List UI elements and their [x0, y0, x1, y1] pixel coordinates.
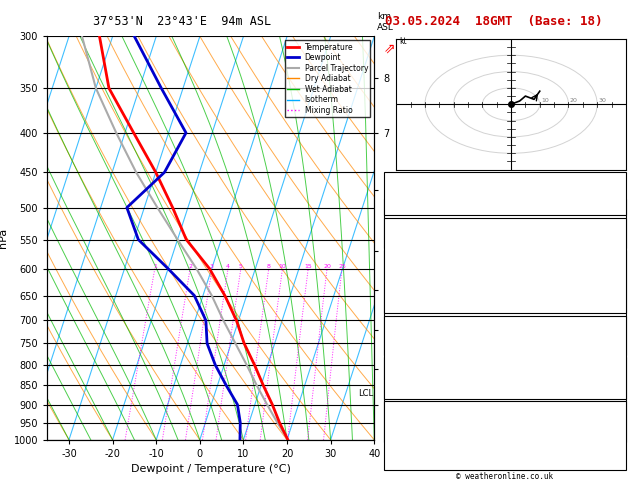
Text: LCL: LCL — [358, 389, 373, 398]
Text: 37°53'N  23°43'E  94m ASL: 37°53'N 23°43'E 94m ASL — [93, 15, 272, 28]
Text: Totals Totals: Totals Totals — [387, 189, 457, 198]
Text: 42: 42 — [611, 219, 622, 228]
Text: © weatheronline.co.uk: © weatheronline.co.uk — [456, 472, 554, 481]
Text: 9.2: 9.2 — [606, 284, 622, 294]
Y-axis label: hPa: hPa — [0, 228, 8, 248]
Text: Lifted Index: Lifted Index — [387, 274, 452, 283]
Text: CAPE (J): CAPE (J) — [387, 328, 430, 337]
Text: Lifted Index: Lifted Index — [387, 359, 452, 368]
Text: SREH: SREH — [387, 431, 409, 440]
Text: 5: 5 — [239, 264, 243, 269]
Text: CIN (J): CIN (J) — [387, 435, 425, 444]
Text: 20: 20 — [570, 98, 578, 103]
Text: 316: 316 — [606, 391, 622, 400]
Text: Temp (°C): Temp (°C) — [387, 270, 436, 279]
Text: 4: 4 — [616, 406, 622, 415]
Text: Surface: Surface — [486, 255, 523, 264]
Text: CIN (J): CIN (J) — [387, 385, 425, 395]
Text: 2: 2 — [188, 264, 192, 269]
Text: CIN (J): CIN (J) — [387, 343, 425, 352]
Text: 20: 20 — [611, 176, 622, 185]
Text: 10: 10 — [541, 98, 549, 103]
Text: 331°: 331° — [601, 444, 622, 453]
Text: 0: 0 — [616, 300, 622, 310]
Text: Pressure (mb): Pressure (mb) — [387, 333, 457, 342]
Text: 03.05.2024  18GMT  (Base: 18): 03.05.2024 18GMT (Base: 18) — [385, 15, 603, 28]
Text: 0: 0 — [616, 287, 622, 296]
Text: ⇗: ⇗ — [384, 41, 395, 55]
Legend: Temperature, Dewpoint, Parcel Trajectory, Dry Adiabat, Wet Adiabat, Isotherm, Mi: Temperature, Dewpoint, Parcel Trajectory… — [285, 40, 370, 117]
Text: Most Unstable: Most Unstable — [470, 320, 540, 329]
Text: 316: 316 — [606, 346, 622, 355]
Text: Lifted Index: Lifted Index — [387, 313, 452, 323]
X-axis label: Dewpoint / Temperature (°C): Dewpoint / Temperature (°C) — [131, 465, 291, 474]
Text: 15: 15 — [304, 264, 312, 269]
Text: Dewp (°C): Dewp (°C) — [387, 248, 436, 257]
Text: CAPE (J): CAPE (J) — [387, 287, 430, 296]
Text: 0: 0 — [616, 435, 622, 444]
Text: θε(K): θε(K) — [387, 299, 415, 308]
Text: θε (K): θε (K) — [387, 391, 420, 400]
Text: Dewp (°C): Dewp (°C) — [387, 284, 436, 294]
Text: CIN (J): CIN (J) — [387, 300, 425, 310]
Text: Totals Totals: Totals Totals — [387, 219, 457, 228]
Text: PW (cm): PW (cm) — [387, 202, 425, 211]
Text: 314: 314 — [606, 299, 622, 308]
Text: 6: 6 — [616, 274, 622, 283]
Text: Temp (°C): Temp (°C) — [387, 235, 436, 244]
Text: -28: -28 — [606, 418, 622, 427]
Text: 20.2: 20.2 — [601, 235, 622, 244]
Text: 0: 0 — [616, 343, 622, 352]
Text: StmSpd (kt): StmSpd (kt) — [387, 457, 447, 467]
Text: 800: 800 — [606, 377, 622, 386]
Text: Mixing Ratio (g/kg): Mixing Ratio (g/kg) — [403, 198, 411, 278]
Text: 0: 0 — [616, 328, 622, 337]
Text: 800: 800 — [606, 333, 622, 342]
Text: 20.2: 20.2 — [601, 270, 622, 279]
Text: km
ASL: km ASL — [377, 12, 394, 32]
Text: Surface: Surface — [486, 222, 523, 231]
Text: Lifted Index: Lifted Index — [387, 406, 452, 415]
Text: 42: 42 — [611, 189, 622, 198]
Text: K: K — [387, 204, 393, 213]
Text: 1: 1 — [153, 264, 157, 269]
Text: 3: 3 — [210, 264, 214, 269]
Text: Most Unstable: Most Unstable — [470, 362, 540, 371]
Text: 1.55: 1.55 — [601, 233, 622, 243]
Text: 8: 8 — [267, 264, 270, 269]
Text: 25: 25 — [338, 264, 346, 269]
Text: 6: 6 — [616, 313, 622, 323]
Text: -0: -0 — [611, 431, 622, 440]
Text: θε (K): θε (K) — [387, 346, 420, 355]
Text: 0: 0 — [616, 385, 622, 395]
Text: K: K — [387, 176, 393, 185]
Text: kt: kt — [399, 37, 407, 46]
Text: StmDir: StmDir — [387, 444, 420, 453]
Text: 1.55: 1.55 — [601, 202, 622, 211]
Text: CAPE (J): CAPE (J) — [387, 372, 430, 382]
Text: EH: EH — [387, 418, 398, 427]
Text: PW (cm): PW (cm) — [387, 233, 425, 243]
Text: Hodograph: Hodograph — [481, 405, 529, 414]
Text: 0: 0 — [616, 372, 622, 382]
Text: 13: 13 — [611, 457, 622, 467]
Text: 4: 4 — [226, 264, 230, 269]
Text: 10: 10 — [279, 264, 286, 269]
Text: 4: 4 — [616, 359, 622, 368]
Text: 9.2: 9.2 — [606, 248, 622, 257]
Text: 314: 314 — [606, 261, 622, 270]
Text: 30: 30 — [599, 98, 606, 103]
Text: θε(K): θε(K) — [387, 261, 415, 270]
Text: 0: 0 — [616, 420, 622, 430]
Text: Pressure (mb): Pressure (mb) — [387, 377, 457, 386]
Text: 20: 20 — [323, 264, 331, 269]
Text: 20: 20 — [611, 204, 622, 213]
Text: CAPE (J): CAPE (J) — [387, 420, 430, 430]
